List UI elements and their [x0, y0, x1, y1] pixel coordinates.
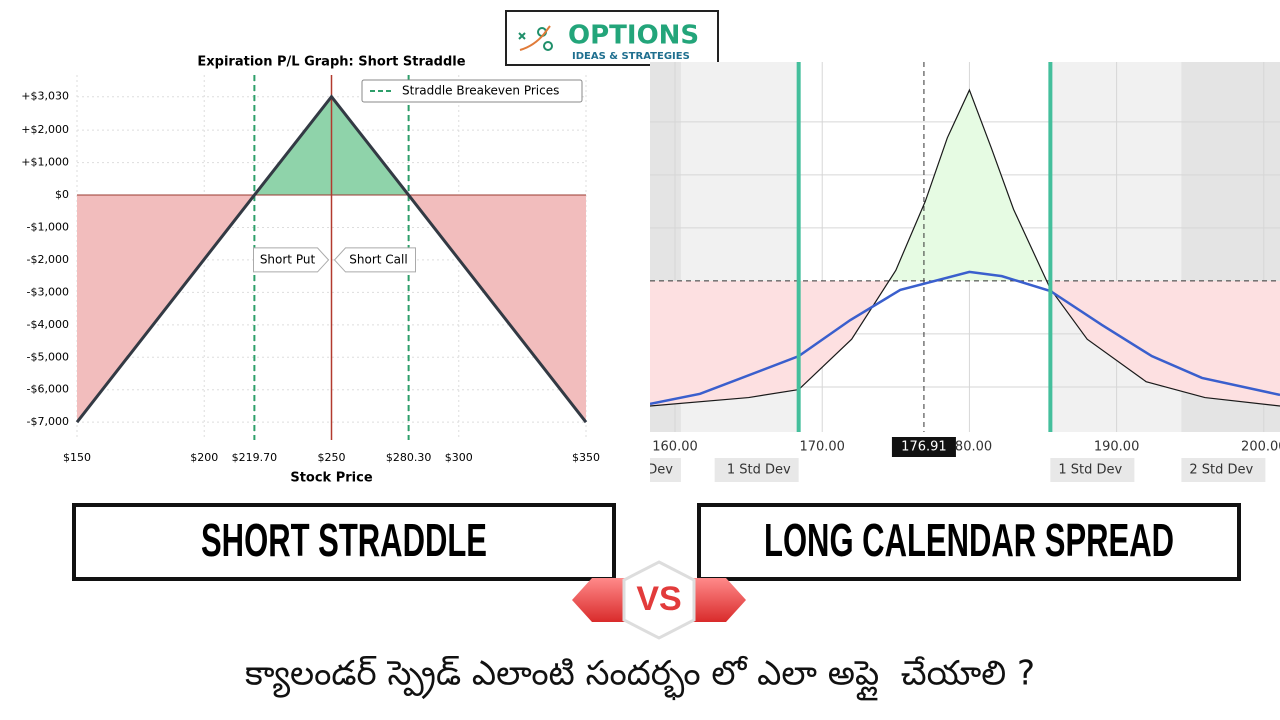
vs-wing	[688, 578, 746, 622]
caption: క్యాలండర్ స్ప్రెడ్ ఎలాంటి సందర్భం లో ఎలా…	[245, 654, 1035, 701]
right-chart: 160.00 170.00 180.00 190.00 200.00 1 Std Dev 1…	[609, 62, 1280, 482]
x-tick-label: 160.00	[652, 440, 698, 455]
logo-title: OPTIONS	[568, 21, 699, 51]
y-tick-label: +$2,000	[21, 123, 69, 136]
legend-box	[361, 79, 583, 103]
x-axis-label: Stock Price	[290, 471, 372, 486]
annotation: Short Put	[260, 252, 316, 266]
y-tick-label: -$6,000	[27, 383, 69, 396]
x-tick-label: 200.00	[1241, 440, 1280, 455]
y-tick-label: +$3,030	[21, 90, 69, 103]
std-dev-label-bg	[650, 458, 681, 482]
std-dev-label-bg	[1181, 458, 1266, 482]
x-tick-label: $250	[318, 451, 346, 464]
label-box	[72, 503, 616, 581]
chart-title: Expiration P/L Graph: Short Straddle	[197, 55, 465, 70]
legend-label: Straddle Breakeven Prices	[402, 84, 559, 98]
vs-wing	[572, 578, 630, 622]
area-fill	[650, 280, 1280, 407]
std-dev-label: 2 Std Dev	[609, 463, 673, 478]
x-tick-label: $219.70	[232, 451, 278, 464]
y-tick-label: -$2,000	[27, 253, 69, 266]
vs-text: VS	[636, 580, 681, 618]
y-tick-label: -$5,000	[27, 350, 69, 363]
vs-hexagon	[622, 560, 696, 640]
current-price-label: 176.91	[901, 440, 947, 455]
logo-icon	[518, 25, 553, 51]
pl-line	[75, 94, 588, 424]
area-fill	[889, 90, 1047, 281]
x-tick-label: $150	[63, 451, 91, 464]
y-tick-label: +$1,000	[21, 156, 69, 169]
std-dev-label: 1 Std Dev	[1058, 463, 1122, 478]
std-dev-label: 1 Std Dev	[727, 463, 791, 478]
left-label: SHORT STRADDLE	[201, 514, 487, 566]
x-tick-label: $300	[445, 451, 473, 464]
y-tick-label: -$1,000	[27, 220, 69, 233]
annotation-arrow	[333, 247, 416, 273]
y-tick-label: $0	[55, 188, 69, 201]
area-fill	[77, 195, 586, 423]
current-price-box	[891, 437, 956, 457]
annotation-arrow	[253, 247, 330, 273]
y-tick-label: -$3,000	[27, 285, 69, 298]
y-tick-label: -$7,000	[27, 415, 69, 428]
x-tick-label: 180.00	[947, 440, 993, 455]
std-dev-label-bg	[1050, 458, 1135, 482]
x-tick-label: 190.00	[1094, 440, 1140, 455]
series-line	[650, 270, 1280, 406]
std-dev-label: 2 Std Dev	[1189, 463, 1253, 478]
right-label: LONG CALENDAR SPREAD	[764, 514, 1174, 566]
std-dev-label-bg	[714, 458, 799, 482]
annotation: Short Call	[349, 252, 407, 266]
x-tick-label: $350	[572, 451, 600, 464]
logo-subtitle: IDEAS & STRATEGIES	[572, 51, 690, 62]
series-line	[650, 88, 1280, 407]
y-tick-label: -$4,000	[27, 318, 69, 331]
x-tick-label: $200	[190, 451, 218, 464]
x-tick-label: $280.30	[386, 451, 432, 464]
x-tick-label: 170.00	[799, 440, 845, 455]
label-box	[697, 503, 1241, 581]
